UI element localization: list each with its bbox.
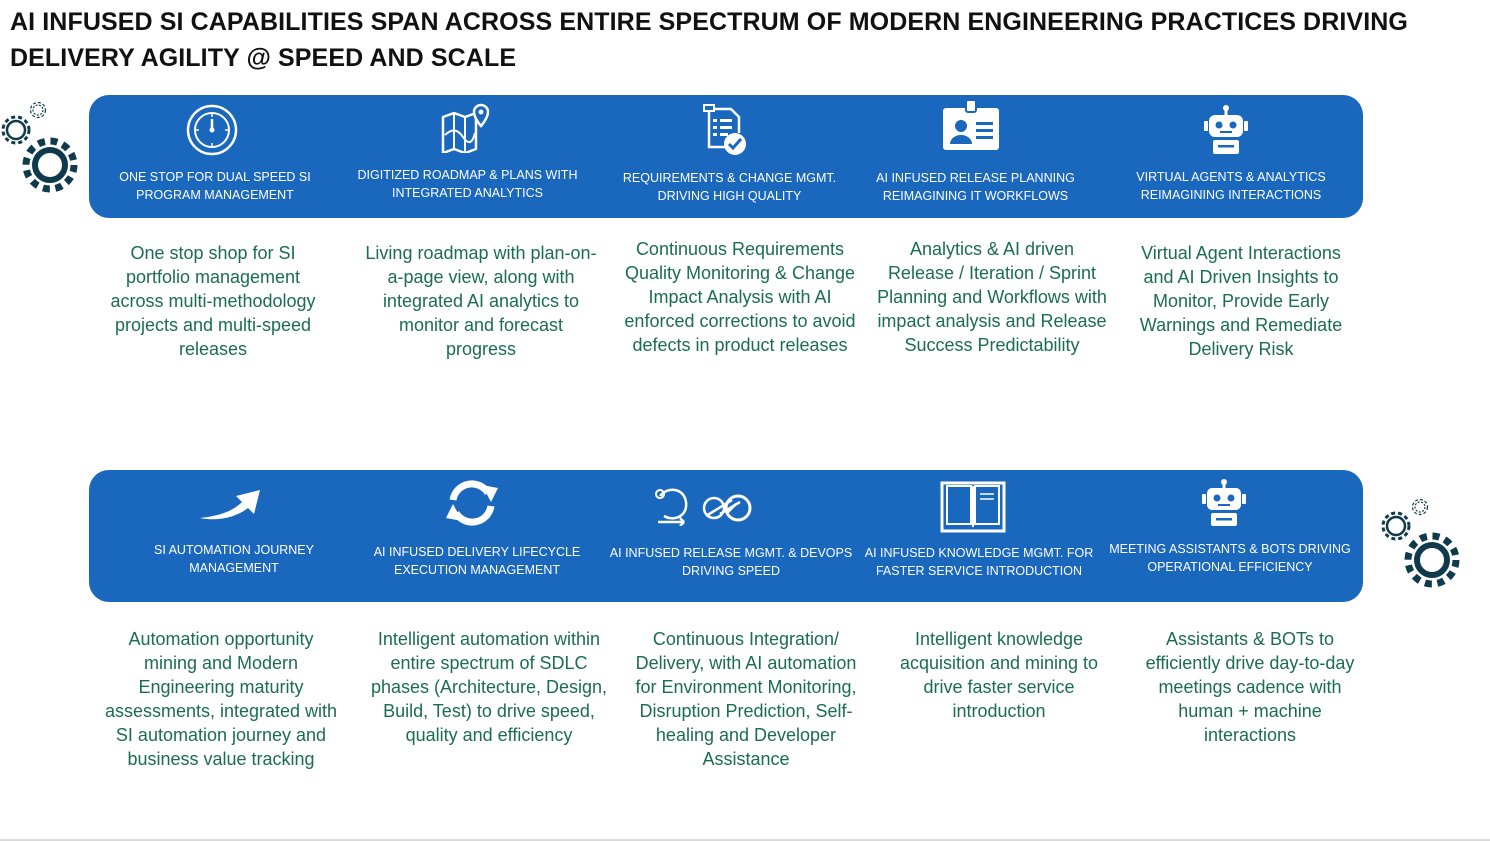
caption-virtual-agents: VIRTUAL AGENTS & ANALYTICS REIMAGINING I… (1136, 170, 1326, 202)
roadmap-map-icon (441, 103, 491, 153)
arrow-icon (198, 484, 262, 524)
description-dual-speed-program: One stop shop for SI portfolio managemen… (110, 243, 316, 359)
gears-bottom-right-icon (1381, 498, 1460, 588)
caption-digitized-roadmap: DIGITIZED ROADMAP & PLANS WITH INTEGRATE… (357, 168, 578, 200)
caption-release-devops: AI INFUSED RELEASE MGMT. & DEVOPS DRIVIN… (609, 546, 853, 578)
description-release-devops: Continuous Integration/ Delivery, with A… (635, 629, 857, 769)
caption-requirements-change: REQUIREMENTS & CHANGE MGMT. DRIVING HIGH… (622, 171, 837, 203)
caption-release-planning: AI INFUSED RELEASE PLANNING REIMAGINING … (876, 171, 1075, 203)
caption-delivery-lifecycle: AI INFUSED DELIVERY LIFECYCLE EXECUTION … (373, 545, 581, 577)
description-requirements-change: Continuous Requirements Quality Monitori… (624, 239, 856, 355)
devops-loop-icon (650, 482, 756, 526)
caption-meeting-assistants: MEETING ASSISTANTS & BOTs DRIVING OPERAT… (1109, 542, 1351, 574)
gauge-icon (185, 103, 239, 157)
book-icon (940, 480, 1006, 534)
description-delivery-lifecycle: Intelligent automation within entire spe… (370, 629, 608, 745)
bottom-divider (0, 839, 1490, 841)
description-automation-journey: Automation opportunity mining and Modern… (104, 629, 338, 769)
description-digitized-roadmap: Living roadmap with plan-on-a-page view,… (365, 243, 597, 359)
top-capability-band (89, 95, 1363, 218)
robot-icon (1203, 104, 1249, 156)
caption-dual-speed-program: ONE STOP FOR DUAL SPEED SI PROGRAM MANAG… (119, 170, 311, 202)
page-title: AI INFUSED SI CAPABILITIES SPAN ACROSS E… (10, 8, 1408, 72)
bot-icon (1201, 478, 1247, 528)
caption-automation-journey: SI AUTOMATION JOURNEY MANAGEMENT (154, 543, 314, 575)
description-release-planning: Analytics & AI driven Release / Iteratio… (877, 239, 1107, 355)
refresh-cycle-icon (444, 478, 500, 528)
description-knowledge-mgmt: Intelligent knowledge acquisition and mi… (899, 629, 1099, 721)
caption-knowledge-mgmt: AI INFUSED KNOWLEDGE MGMT. FOR FASTER SE… (864, 546, 1094, 578)
description-virtual-agents: Virtual Agent Interactions and AI Driven… (1139, 243, 1343, 359)
gears-top-left-icon (1, 101, 78, 193)
bottom-capability-band (89, 470, 1363, 602)
id-badge-icon (942, 100, 1000, 152)
checklist-icon (701, 103, 749, 157)
description-meeting-assistants: Assistants & BOTs to efficiently drive d… (1145, 629, 1355, 745)
